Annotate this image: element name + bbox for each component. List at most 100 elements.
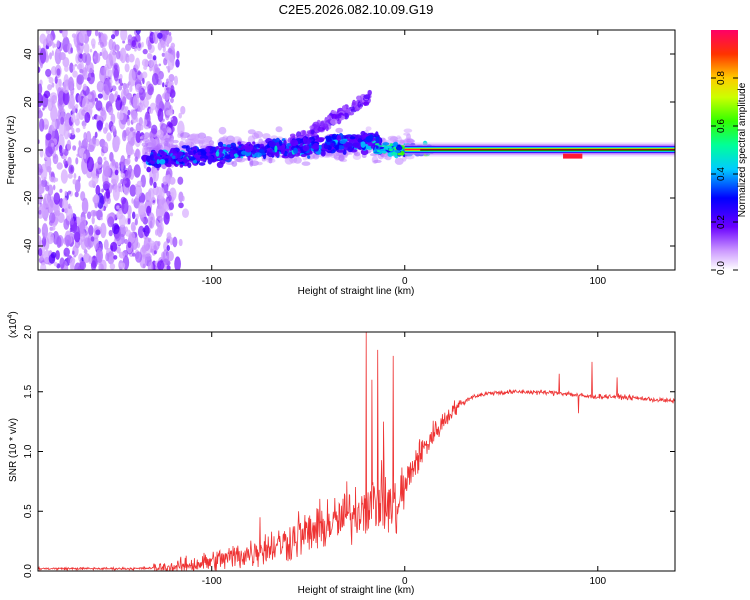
noise-blob (141, 58, 149, 67)
noise-blob (162, 82, 165, 88)
transition-blob (376, 149, 381, 153)
onset-blob (375, 131, 379, 137)
noise-blob (73, 225, 81, 243)
noise-blob (139, 124, 144, 131)
halo-blob (167, 140, 173, 148)
noise-blob (38, 107, 42, 114)
colorbar-tick-label: 0.2 (716, 215, 727, 229)
noise-blob (88, 138, 96, 151)
onset-blob (198, 162, 206, 166)
halo-blob (268, 157, 273, 164)
spectrogram-y-ticks: -40 -20 0 20 40 (23, 48, 675, 253)
noise-blob (113, 255, 118, 260)
onset-blob (156, 159, 160, 165)
halo-blob (151, 140, 157, 148)
onset-blob (293, 147, 298, 154)
noise-blob (42, 107, 45, 111)
noise-blob (38, 45, 42, 54)
halo-blob (172, 139, 179, 144)
onset-blob (192, 149, 197, 155)
onset-blob (181, 145, 189, 149)
noise-blob (158, 187, 165, 200)
onset-blob (191, 146, 198, 152)
noise-blob (51, 226, 56, 231)
onset-blob (302, 144, 310, 152)
onset-blob (182, 156, 188, 164)
noise-blob (99, 51, 103, 57)
noise-blob (50, 105, 58, 123)
onset-blob (213, 157, 218, 162)
halo-blob (301, 161, 311, 166)
noise-blob (138, 42, 141, 49)
noise-blob (86, 156, 94, 173)
noise-blob (169, 237, 174, 246)
onset-blob (299, 142, 304, 147)
halo-blob (365, 126, 372, 131)
noise-blob (116, 205, 120, 210)
halo-blob (275, 126, 283, 133)
noise-blob (111, 223, 120, 235)
noise-blob (115, 97, 123, 111)
noise-blob (126, 157, 131, 165)
noise-blob (95, 184, 101, 196)
noise-blob (172, 236, 178, 248)
noise-blob (68, 164, 75, 175)
onset-blob (352, 142, 360, 148)
noise-blob (103, 141, 109, 153)
noise-blob (67, 203, 71, 209)
noise-blob (162, 249, 170, 265)
noise-blob (39, 148, 44, 158)
onset-blob (161, 150, 165, 155)
noise-blob (108, 106, 114, 116)
noise-blob (43, 193, 51, 208)
noise-blob (50, 251, 57, 259)
noise-blob (47, 84, 53, 91)
y-tick-label: 20 (23, 96, 34, 108)
noise-blob (56, 162, 63, 170)
noise-blob (72, 64, 76, 71)
colorbar-tick-label: 0.0 (716, 261, 727, 275)
noise-blob (43, 90, 51, 99)
noise-blob (159, 79, 163, 86)
noise-blob (125, 83, 130, 89)
onset-blob (303, 138, 312, 145)
halo-blob (403, 128, 413, 133)
noise-blob (48, 76, 54, 84)
transition-blob (375, 145, 379, 149)
noise-blob (180, 105, 186, 115)
noise-blob (178, 191, 184, 203)
noise-blob (147, 187, 155, 203)
noise-blob (72, 145, 77, 151)
noise-blob (83, 153, 87, 160)
noise-blob (150, 124, 158, 135)
noise-blob (118, 251, 126, 259)
noise-blob (135, 185, 143, 198)
noise-blob (38, 248, 43, 257)
onset-blob (300, 153, 307, 158)
noise-blob (81, 197, 89, 215)
noise-blob (71, 33, 76, 38)
noise-blob (162, 34, 166, 40)
noise-blob (57, 90, 65, 105)
onset-blob (145, 155, 151, 163)
onset-blob (226, 144, 232, 148)
noise-blob (166, 65, 169, 69)
noise-blob (114, 161, 119, 169)
halo-blob (218, 126, 227, 135)
halo-blob (148, 132, 154, 140)
noise-blob (93, 56, 96, 59)
noise-blob (134, 57, 141, 70)
noise-blob (166, 245, 171, 252)
noise-blob (144, 253, 152, 261)
noise-blob (63, 148, 69, 156)
noise-blob (79, 68, 84, 74)
halo-blob (335, 127, 344, 134)
noise-blob (74, 262, 82, 270)
onset-blob (365, 135, 373, 143)
noise-blob (127, 109, 131, 116)
noise-blob (64, 190, 68, 196)
y-tick-label: 1.5 (23, 384, 34, 398)
noise-blob (132, 225, 136, 232)
onset-blob (171, 161, 175, 165)
onset-blob (232, 149, 236, 154)
